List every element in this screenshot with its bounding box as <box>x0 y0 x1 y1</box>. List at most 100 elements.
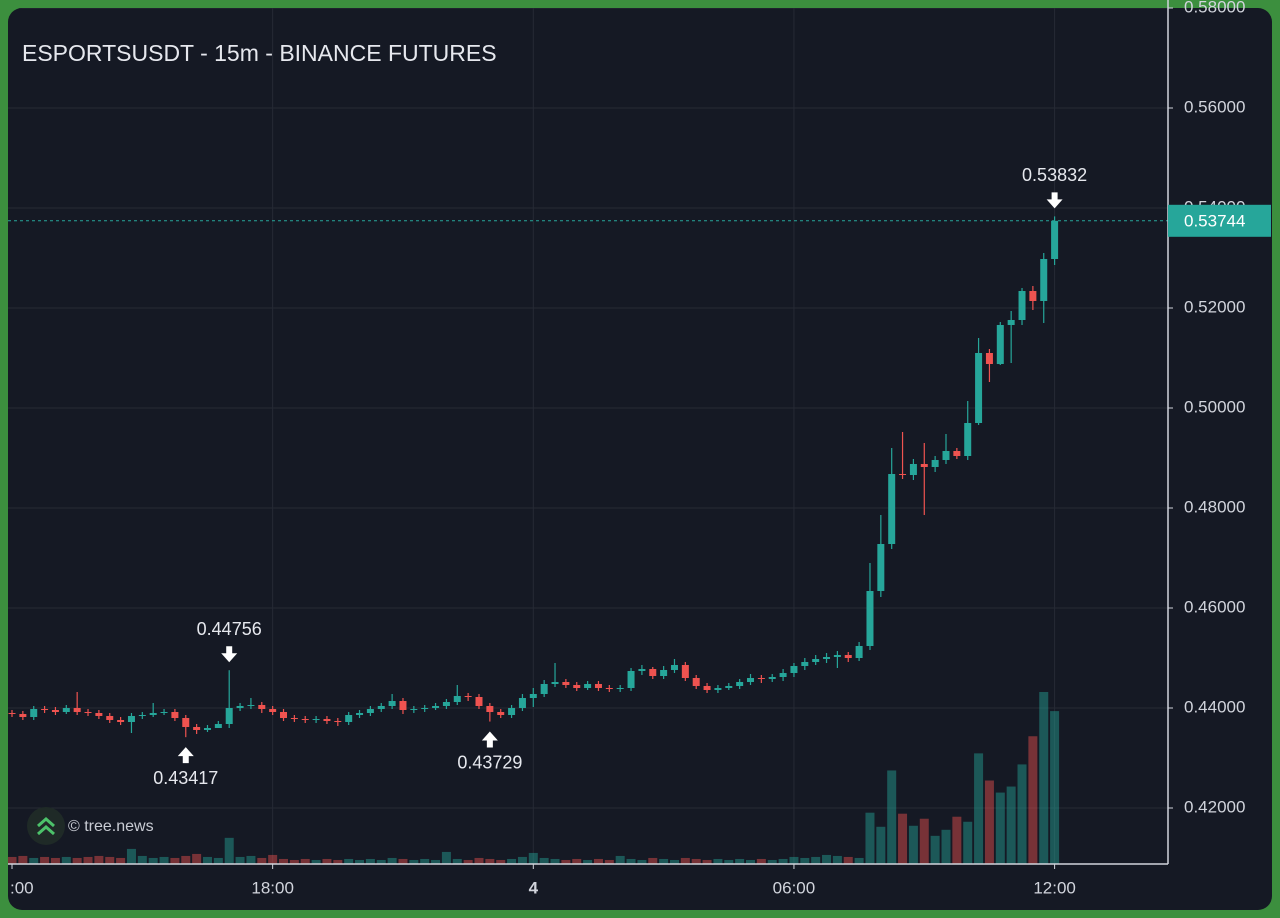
y-tick-label: 0.56000 <box>1184 97 1245 116</box>
marker-arrow <box>177 747 194 764</box>
volume-bar <box>83 856 93 864</box>
price-marker: 0.44756 <box>197 619 262 663</box>
volume-bar <box>865 812 875 864</box>
candle-body <box>127 716 135 722</box>
volume-bar <box>822 854 832 864</box>
volume-bar <box>593 858 603 864</box>
volume-bar <box>387 857 397 864</box>
volume-bar <box>680 857 690 864</box>
candle-body <box>377 706 385 709</box>
candle-body <box>985 353 993 364</box>
candle-body <box>725 686 733 688</box>
candle-body <box>464 696 472 697</box>
volume-bar <box>213 857 223 864</box>
volume-bar <box>1039 692 1049 864</box>
candle-body <box>942 451 950 460</box>
volume-bar <box>431 859 441 864</box>
candle-body <box>757 678 765 679</box>
candle-body <box>73 708 81 712</box>
candle-body <box>649 669 657 676</box>
volume-bar <box>811 856 821 864</box>
x-tick-label: 4 <box>529 878 539 897</box>
volume-bar <box>18 855 28 864</box>
volume-bar <box>398 858 408 864</box>
volume-bar <box>507 858 517 864</box>
candle-body <box>149 713 157 715</box>
candle-body <box>442 702 450 706</box>
volume-bar <box>615 855 625 864</box>
candle-body <box>975 353 983 423</box>
volume-bar <box>181 855 191 864</box>
candle-body <box>747 678 755 682</box>
volume-bar <box>930 835 940 864</box>
candle-body <box>117 720 125 722</box>
marker-arrow <box>1046 192 1063 209</box>
candle-body <box>812 659 820 662</box>
plot-area: 0.44756 0.43417 0.43729 0.53832 <box>8 8 1168 864</box>
volume-bar <box>691 858 701 864</box>
volume-bar <box>268 854 278 864</box>
candle-body <box>399 701 407 710</box>
volume-bar <box>474 857 484 864</box>
candle-body <box>356 713 364 715</box>
volume-bar <box>995 792 1005 864</box>
candle-body <box>366 709 374 713</box>
candle-body <box>616 688 624 689</box>
y-tick-label: 0.42000 <box>1184 797 1245 816</box>
volume-bar <box>583 859 593 864</box>
volume-bar <box>496 859 506 864</box>
x-tick-label: :00 <box>10 878 34 897</box>
volume-bar <box>561 859 571 864</box>
volume-bar <box>648 857 658 864</box>
volume-bar <box>778 858 788 864</box>
volume-bar <box>376 859 386 864</box>
candle-body <box>573 685 581 688</box>
volume-bar <box>116 857 126 864</box>
marker-label: 0.43729 <box>457 752 522 772</box>
candle-body <box>703 686 711 690</box>
candle-body <box>844 655 852 658</box>
candle-body <box>768 677 776 679</box>
volume-bar <box>789 856 799 864</box>
volume-bar <box>626 858 636 864</box>
candle-body <box>540 684 548 694</box>
volume-bar <box>963 821 973 864</box>
volume-bar <box>61 856 71 864</box>
volume-bar <box>702 859 712 864</box>
volume-bar <box>898 813 908 864</box>
candle-body <box>323 719 331 721</box>
volume-bar <box>441 851 451 864</box>
candle-body <box>877 544 885 591</box>
volume-bar <box>735 858 745 864</box>
candle-body <box>171 712 179 718</box>
volume-bar <box>159 856 169 864</box>
candle-body <box>605 688 613 689</box>
marker-label: 0.53832 <box>1022 165 1087 185</box>
volume-bar <box>105 856 115 864</box>
volume-bar <box>485 858 495 864</box>
candle-body <box>475 697 483 706</box>
volume-bar <box>832 855 842 864</box>
candle-body <box>486 706 494 712</box>
volume-bar <box>528 852 538 864</box>
marker-label: 0.44756 <box>197 619 262 639</box>
volume-bar <box>50 857 60 864</box>
x-tick-label: 12:00 <box>1033 878 1076 897</box>
candle-body <box>497 712 505 715</box>
volume-bar <box>148 857 158 864</box>
candle-body <box>801 662 809 666</box>
candle-body <box>670 665 678 670</box>
marker-arrow <box>221 646 238 663</box>
volume-bar <box>8 856 17 864</box>
candle-body <box>225 708 233 724</box>
volume-bar <box>311 859 321 864</box>
candle-body <box>1007 320 1015 325</box>
last-price-tag <box>1168 204 1271 237</box>
volume-bar <box>29 857 39 864</box>
candle-body <box>19 714 27 717</box>
volume-bar <box>843 856 853 864</box>
volume-bar <box>550 858 560 864</box>
candle-body <box>551 682 559 684</box>
volume-bar <box>1050 711 1060 864</box>
y-tick-label: 0.50000 <box>1184 397 1245 416</box>
